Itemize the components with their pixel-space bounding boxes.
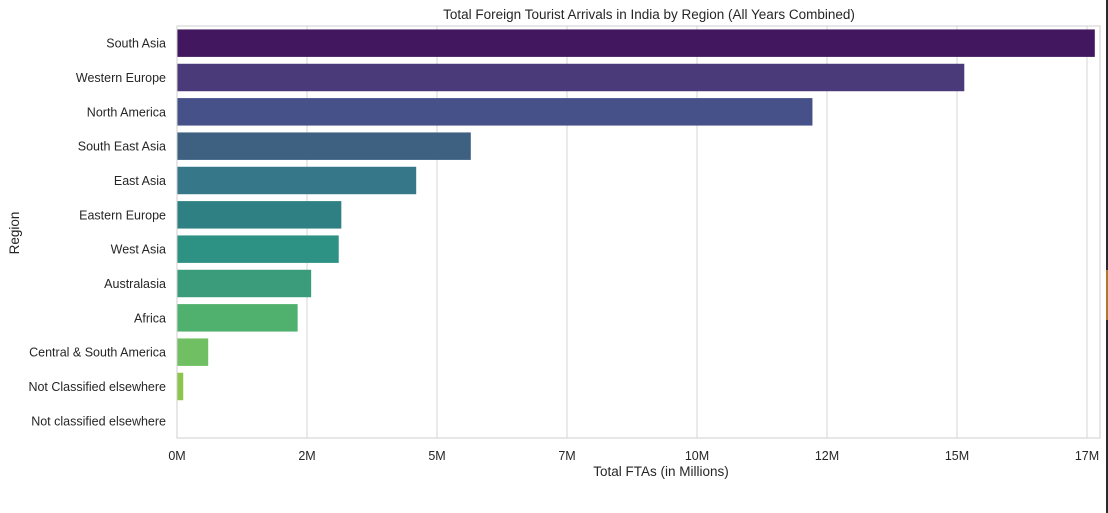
bar bbox=[177, 269, 312, 298]
y-tick-label: East Asia bbox=[114, 174, 166, 188]
plot-frame bbox=[176, 25, 1101, 439]
bar bbox=[177, 29, 1095, 57]
bar bbox=[177, 166, 417, 195]
window-edge bbox=[1106, 0, 1108, 513]
y-axis-label: Region bbox=[7, 212, 22, 255]
x-tick-label: 12M bbox=[815, 449, 839, 463]
x-tick-label: 10M bbox=[685, 449, 709, 463]
bar bbox=[177, 372, 184, 401]
x-tick-label: 17M bbox=[1075, 449, 1099, 463]
y-tick-label: Central & South America bbox=[29, 346, 166, 360]
y-tick-label: Australasia bbox=[104, 277, 166, 291]
bar bbox=[177, 63, 965, 92]
window-edge-accent bbox=[1106, 270, 1108, 320]
x-axis-label: Total FTAs (in Millions) bbox=[593, 464, 729, 479]
y-tick-labels: South Asia Western Europe North America Sou… bbox=[28, 37, 166, 429]
chart-title: Total Foreign Tourist Arrivals in India … bbox=[443, 7, 855, 22]
y-tick-label: Eastern Europe bbox=[79, 208, 166, 222]
y-tick-label: Africa bbox=[134, 311, 166, 325]
gridlines bbox=[176, 26, 1088, 438]
y-tick-label: West Asia bbox=[111, 243, 166, 257]
x-tick-label: 2M bbox=[298, 449, 315, 463]
y-tick-label: Western Europe bbox=[76, 71, 166, 85]
bar bbox=[177, 201, 342, 229]
bar bbox=[177, 132, 471, 160]
y-tick-label: North America bbox=[87, 105, 166, 119]
x-tick-label: 5M bbox=[428, 449, 445, 463]
y-tick-label: Not Classified elsewhere bbox=[28, 380, 166, 394]
y-tick-label: South Asia bbox=[106, 37, 166, 51]
bar bbox=[177, 304, 298, 332]
bar bbox=[177, 338, 209, 366]
x-tick-label: 15M bbox=[945, 449, 969, 463]
x-tick-label: 7M bbox=[558, 449, 575, 463]
x-tick-labels: 0M 2M 5M 7M 10M 12M 15M 17M bbox=[168, 449, 1099, 463]
y-tick-label: South East Asia bbox=[78, 140, 166, 154]
bars bbox=[177, 29, 1095, 401]
y-tick-label: Not classified elsewhere bbox=[31, 414, 166, 428]
bar bbox=[177, 235, 339, 263]
x-tick-label: 0M bbox=[168, 449, 185, 463]
bar bbox=[177, 98, 813, 126]
